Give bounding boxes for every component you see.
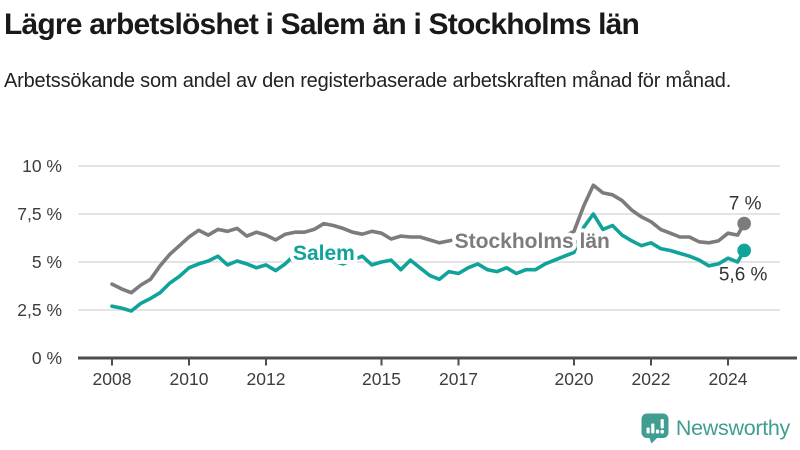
x-tick-label: 2024 [709, 369, 748, 389]
chart-header: Lägre arbetslöshet i Salem än i Stockhol… [4, 0, 784, 96]
x-tick-label: 2008 [93, 369, 132, 389]
stockholms-lan-end-dot [737, 216, 751, 231]
stockholms-lan-label: Stockholms län [455, 230, 610, 253]
salem-end-dot [737, 243, 751, 258]
x-tick-label: 2015 [362, 369, 401, 389]
stockholms-lan-line [110, 183, 747, 295]
x-tick-label: 2010 [170, 369, 209, 389]
page-title: Lägre arbetslöshet i Salem än i Stockhol… [4, 8, 640, 41]
y-tick-label: 2,5 % [17, 300, 62, 320]
salem-line [110, 212, 747, 313]
newsworthy-logo: Newsworthy [641, 413, 790, 444]
x-tick-label: 2020 [555, 369, 594, 389]
y-tick-label: 5 % [32, 252, 62, 272]
y-tick-label: 10 % [22, 156, 62, 176]
y-tick-label: 7,5 % [17, 204, 62, 224]
newsworthy-wordmark: Newsworthy [675, 416, 790, 440]
x-tick-label: 2022 [632, 369, 671, 389]
salem-label: Salem [293, 242, 355, 265]
stockholms-lan-end-value: 7 % [729, 194, 762, 215]
x-tick-label: 2017 [439, 369, 478, 389]
y-tick-label: 0 % [32, 348, 62, 368]
x-tick-label: 2012 [247, 369, 286, 389]
salem-end-value: 5,6 % [719, 264, 768, 285]
chart-subtitle: Arbetssökande som andel av den registerb… [4, 70, 732, 92]
chart-speech-bubble-icon [641, 413, 669, 444]
